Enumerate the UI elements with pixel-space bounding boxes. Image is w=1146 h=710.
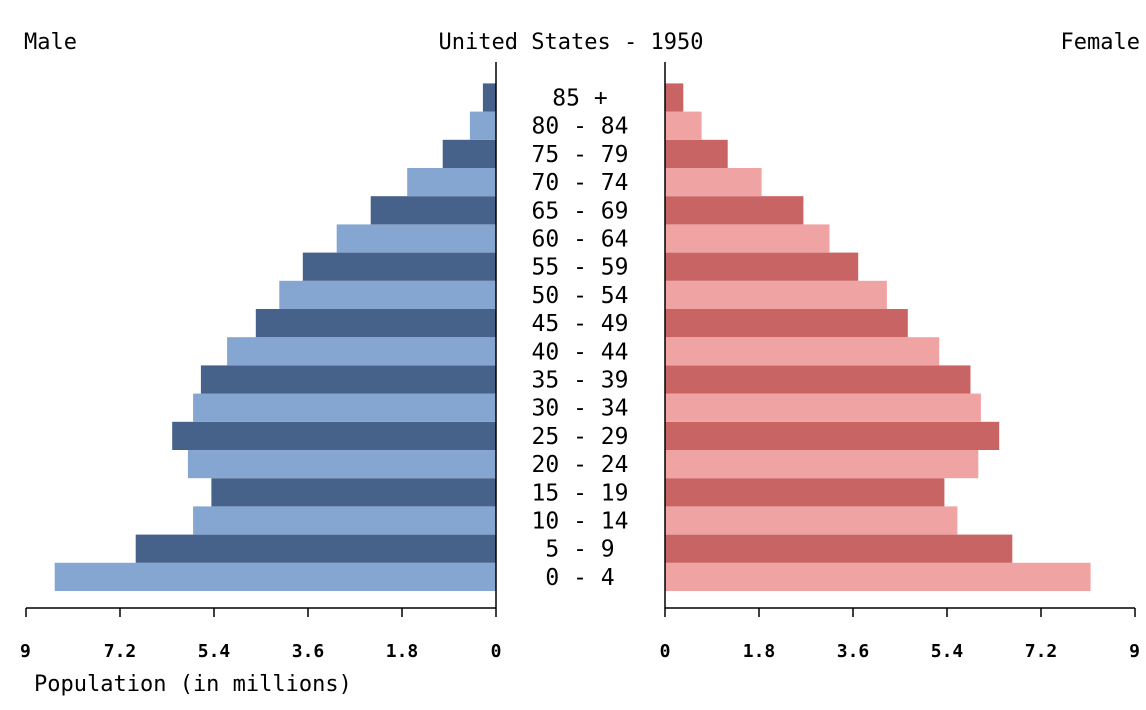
male-x-ticks: 9 7.2 5.4 3.6 1.8 0 [20,608,501,662]
female-bar [665,139,728,168]
age-group-label: 65 - 69 [532,198,629,224]
male-bar [255,309,496,338]
female-bar [665,196,804,225]
age-group-label: 85 + [552,86,607,112]
female-x-ticks: 0 1.8 3.6 5.4 7.2 9 [660,608,1140,662]
male-bar [211,478,496,507]
chart-title: United States - 1950 [439,30,704,55]
female-bar [665,252,859,281]
male-bar [187,450,496,479]
male-bar [227,337,496,366]
female-bars [665,83,1091,591]
x-tick-label: 3.6 [292,641,325,662]
male-bar [469,111,496,140]
female-header: Female [1061,30,1140,55]
female-bar [665,83,684,112]
age-group-label: 45 - 49 [532,311,629,337]
age-group-label: 70 - 74 [532,170,629,196]
female-bar [665,224,830,253]
age-group-label: 80 - 84 [532,114,629,140]
age-group-label: 55 - 59 [532,255,629,281]
x-tick-label: 1.8 [386,641,419,662]
male-bar [407,168,496,197]
female-bar [665,450,979,479]
age-group-label: 25 - 29 [532,424,629,450]
age-group-label: 0 - 4 [545,565,614,591]
age-group-label: 5 - 9 [545,537,614,563]
age-group-label: 20 - 24 [532,452,629,478]
female-bar [665,280,887,309]
x-tick-label: 0 [660,641,671,662]
male-bar [172,421,496,450]
x-tick-label: 1.8 [743,641,776,662]
female-bar [665,506,958,535]
female-bar [665,309,908,338]
female-bar [665,534,1013,563]
female-bar [665,111,702,140]
x-tick-label: 7.2 [104,641,137,662]
male-bar [135,534,496,563]
x-tick-label: 5.4 [198,641,231,662]
male-bars [54,83,496,591]
age-group-label: 35 - 39 [532,368,629,394]
age-group-label: 10 - 14 [532,509,629,535]
age-group-label: 50 - 54 [532,283,629,309]
male-bar [193,506,496,535]
male-bar [442,139,496,168]
female-bar [665,365,971,394]
age-group-label: 75 - 79 [532,142,629,168]
female-bar [665,393,981,422]
male-bar [193,393,496,422]
male-bar [54,562,496,591]
male-header: Male [24,30,77,55]
female-bar [665,337,940,366]
age-group-label: 30 - 34 [532,396,629,422]
x-axis-label: Population (in millions) [34,672,352,697]
age-group-label: 40 - 44 [532,339,629,365]
male-bar [336,224,496,253]
age-group-label: 60 - 64 [532,227,629,253]
x-tick-label: 7.2 [1025,641,1058,662]
male-bar [482,83,496,112]
male-bar [279,280,496,309]
female-bar [665,562,1091,591]
x-tick-label: 5.4 [931,641,964,662]
x-tick-label: 3.6 [837,641,870,662]
female-bar [665,421,1000,450]
female-bar [665,478,945,507]
x-tick-label: 9 [1129,641,1140,662]
female-bar [665,168,762,197]
x-tick-label: 0 [491,641,502,662]
male-bar [200,365,496,394]
x-tick-label: 9 [20,641,31,662]
male-bar [370,196,496,225]
male-bar [302,252,496,281]
age-group-label: 15 - 19 [532,480,629,506]
